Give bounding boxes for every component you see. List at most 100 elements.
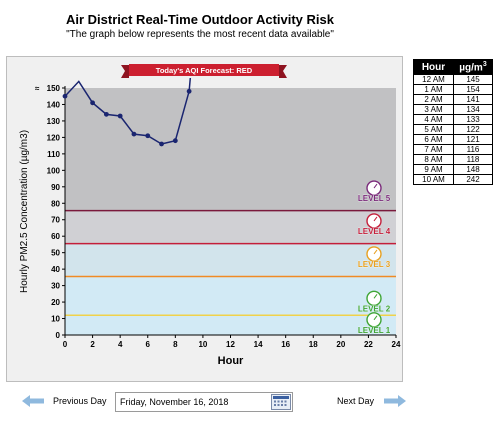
level-badge-label: LEVEL 2 [358, 304, 391, 313]
data-point [145, 133, 151, 139]
concentration-cell: 116 [453, 144, 493, 155]
hour-cell: 5 AM [413, 124, 454, 135]
hour-cell: 6 AM [413, 134, 454, 145]
y-tick-label: 130 [47, 117, 61, 126]
x-tick-label: 14 [254, 340, 263, 349]
x-tick-label: 2 [90, 340, 95, 349]
table-row: 8 AM 118 [413, 154, 493, 165]
chart-frame: LEVEL 1 LEVEL 2 LEVEL 3 LEVEL 4 LEVEL 5 0 10 20… [6, 56, 403, 382]
calendar-icon[interactable] [271, 394, 291, 410]
y-tick-label: 30 [51, 282, 60, 291]
data-point [62, 93, 68, 99]
hour-cell: 12 AM [413, 74, 454, 85]
hour-column-header: Hour [413, 59, 454, 75]
data-point [90, 100, 95, 106]
concentration-cell: 242 [453, 174, 493, 185]
table-row: 9 AM 148 [413, 164, 493, 175]
x-tick-label: 6 [146, 340, 151, 349]
risk-band [65, 315, 396, 335]
level-badge-label: LEVEL 1 [358, 326, 391, 335]
page-subtitle: "The graph below represents the most rec… [66, 29, 334, 40]
x-tick-label: 8 [173, 340, 178, 349]
y-tick-label: 60 [51, 232, 60, 241]
y-tick-label: 110 [47, 150, 60, 159]
concentration-cell: 148 [453, 164, 493, 175]
page-title: Air District Real-Time Outdoor Activity … [65, 12, 334, 27]
level-badge-needle [373, 216, 378, 222]
concentration-cell: 121 [453, 134, 493, 145]
data-point [131, 131, 137, 137]
hourly-table: Hour µg/m3 12 AM 145 1 AM 154 2 AM 141 3 AM 134… [413, 59, 493, 185]
level-badge-needle [373, 249, 378, 255]
y-tick-label: 70 [51, 216, 60, 225]
concentration-column-header: µg/m3 [453, 59, 493, 75]
table-row: 5 AM 122 [413, 124, 493, 135]
y-tick-label: 0 [56, 331, 61, 340]
next-day-button[interactable]: Next Day [337, 395, 407, 407]
y-axis-label: Hourly PM2.5 Concentration (µg/m3) [19, 130, 30, 293]
table-row: 3 AM 134 [413, 104, 493, 115]
y-tick-label: 90 [51, 183, 60, 192]
y-tick-label: 50 [51, 249, 60, 258]
level-badge-label: LEVEL 4 [358, 227, 391, 236]
y-tick-label: 10 [51, 315, 60, 324]
y-tick-label: 150 [47, 84, 61, 93]
table-row: 1 AM 154 [413, 84, 493, 95]
next-day-label: Next Day [337, 396, 375, 406]
level-badge: LEVEL 1 [358, 312, 391, 335]
hour-cell: 3 AM [413, 104, 454, 115]
level-badge: LEVEL 3 [358, 246, 391, 269]
level-badge-label: LEVEL 3 [358, 260, 391, 269]
hour-cell: 9 AM [413, 164, 454, 175]
data-point [186, 88, 192, 94]
level-badge-needle [373, 315, 378, 321]
data-point [172, 138, 178, 144]
data-point [103, 111, 109, 117]
banner-ribbon-left [121, 65, 129, 78]
x-tick-label: 0 [63, 340, 68, 349]
concentration-cell: 133 [453, 114, 493, 125]
risk-band [65, 276, 396, 316]
banner-ribbon-right [279, 65, 287, 78]
concentration-cell: 154 [453, 84, 493, 95]
y-tick-label: 40 [51, 265, 60, 274]
date-value: Friday, November 16, 2018 [120, 397, 229, 407]
hour-cell: 1 AM [413, 84, 454, 95]
table-row: 4 AM 133 [413, 114, 493, 125]
level-badge: LEVEL 4 [358, 213, 391, 236]
previous-day-label: Previous Day [53, 396, 107, 406]
table-row: 2 AM 141 [413, 94, 493, 105]
table-row: 7 AM 116 [413, 144, 493, 155]
arrow-left-icon [22, 395, 44, 407]
x-tick-label: 24 [392, 340, 401, 349]
level-badge-label: LEVEL 5 [358, 194, 391, 203]
table-row: 12 AM 145 [413, 74, 493, 85]
y-tick-label: 20 [51, 298, 60, 307]
risk-band [65, 210, 396, 244]
x-tick-label: 12 [226, 340, 235, 349]
y-tick-label: 100 [47, 166, 61, 175]
y-tick-label: 80 [51, 199, 60, 208]
forecast-banner [129, 64, 279, 76]
concentration-cell: 145 [453, 74, 493, 85]
concentration-cell: 122 [453, 124, 493, 135]
risk-band [65, 243, 396, 277]
risk-band [65, 88, 396, 211]
level-badge: LEVEL 5 [358, 180, 391, 203]
concentration-cell: 141 [453, 94, 493, 105]
data-point [117, 113, 123, 119]
hour-cell: 2 AM [413, 94, 454, 105]
x-tick-label: 22 [364, 340, 373, 349]
date-field[interactable]: Friday, November 16, 2018 [115, 392, 293, 412]
concentration-cell: 118 [453, 154, 493, 165]
table-row: 6 AM 121 [413, 134, 493, 145]
table-row: 10 AM 242 [413, 174, 493, 185]
hour-cell: 8 AM [413, 154, 454, 165]
x-tick-label: 18 [309, 340, 318, 349]
y-tick-label: 140 [47, 100, 61, 109]
x-tick-label: 10 [198, 340, 207, 349]
hourly-table-container: Hour µg/m3 12 AM 145 1 AM 154 2 AM 141 3 AM 134… [413, 59, 493, 185]
previous-day-button[interactable]: Previous Day [22, 395, 107, 407]
hour-cell: 10 AM [413, 174, 454, 185]
